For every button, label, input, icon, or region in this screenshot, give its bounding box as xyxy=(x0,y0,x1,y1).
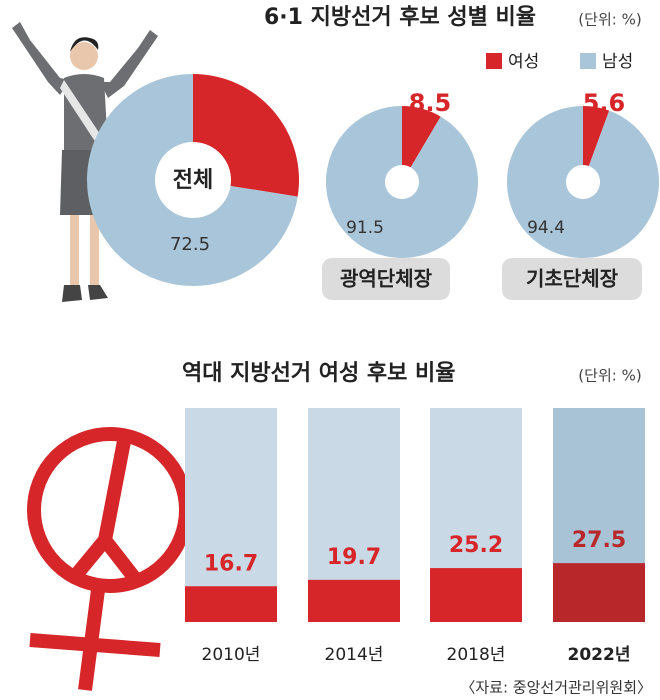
value-label: 25.2 xyxy=(449,533,503,558)
x-tick-label: 2018년 xyxy=(447,645,506,665)
legend-swatch xyxy=(580,53,596,69)
unit-label: (단위: %) xyxy=(578,367,641,385)
pie-label: 기초단체장 xyxy=(526,267,619,291)
x-tick-label: 2014년 xyxy=(325,645,384,665)
x-tick-label: 2022년 xyxy=(568,645,631,665)
legend-label: 여성 xyxy=(508,52,539,72)
value-label: 91.5 xyxy=(346,218,384,238)
chart-title: 역대 지방선거 여성 후보 비율 xyxy=(182,361,456,386)
legend-swatch xyxy=(486,53,502,69)
pie-label: 광역단체장 xyxy=(340,267,433,291)
bar xyxy=(430,568,522,622)
unit-label: (단위: %) xyxy=(578,11,641,29)
value-label: 27.5 xyxy=(218,113,277,141)
pie-slice xyxy=(583,106,610,167)
value-label: 94.4 xyxy=(527,218,565,238)
pill xyxy=(322,258,450,300)
pie-slice xyxy=(87,74,298,286)
bar xyxy=(308,579,400,622)
bar xyxy=(553,563,645,622)
value-label: 72.5 xyxy=(170,234,210,255)
value-label: 16.7 xyxy=(204,551,258,576)
value-label: 27.5 xyxy=(572,528,626,553)
source: 〈자료: 중앙선거관리위원회〉 xyxy=(460,679,652,697)
value-label: 19.7 xyxy=(327,545,381,570)
pill xyxy=(502,258,642,300)
pie-slice xyxy=(326,106,478,258)
pie-slice xyxy=(507,106,659,258)
value-label: 8.5 xyxy=(409,89,452,117)
bar xyxy=(185,586,277,622)
chart-title: 6·1 지방선거 후보 성별 비율 xyxy=(264,5,536,30)
legend-label: 남성 xyxy=(602,52,633,72)
value-label: 5.6 xyxy=(583,89,626,117)
x-tick-label: 2010년 xyxy=(202,645,261,665)
pie-slice xyxy=(402,106,441,168)
pie-label: 전체 xyxy=(173,168,213,193)
pie-slice xyxy=(193,74,299,197)
ballot-symbol xyxy=(27,427,193,691)
